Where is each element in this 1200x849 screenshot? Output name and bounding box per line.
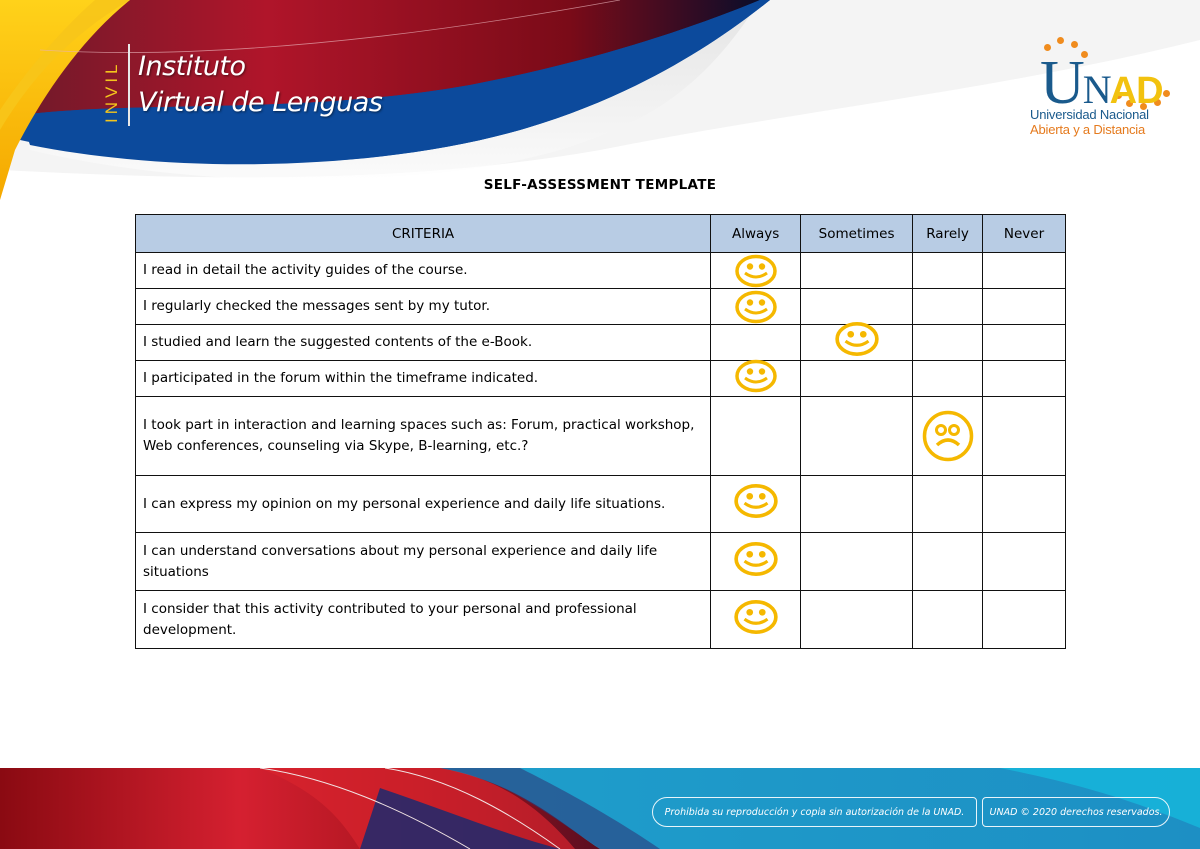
logo-dot-icon: [1154, 99, 1161, 106]
logo-dot-icon: [1081, 51, 1088, 58]
banner-swoosh-graphic: [0, 0, 1200, 210]
footer-banner: [0, 768, 1200, 849]
university-logo: UNAD Universidad Nacional Abierta y a Di…: [1030, 30, 1170, 140]
rarely-cell[interactable]: [912, 288, 984, 325]
institute-line2: Virtual de Lenguas: [138, 87, 383, 118]
table-header-row: CRITERIA Always Sometimes Rarely Never: [134, 214, 1066, 253]
criteria-cell: I consider that this activity contribute…: [134, 590, 712, 649]
institute-line1: Instituto: [138, 51, 246, 82]
column-header-never: Never: [982, 214, 1066, 253]
criteria-cell: I studied and learn the suggested conten…: [134, 324, 712, 361]
footer-reproduction-notice: Prohibida su reproducción y copia sin au…: [652, 797, 977, 827]
always-cell[interactable]: [710, 324, 802, 361]
happy-face-icon: [733, 599, 778, 634]
happy-face-icon: [733, 541, 778, 576]
table-row: I studied and learn the suggested conten…: [134, 321, 1066, 361]
always-cell[interactable]: [710, 532, 802, 591]
column-header-always: Always: [710, 214, 802, 253]
never-cell[interactable]: [982, 475, 1066, 533]
table-row: I took part in interaction and learning …: [134, 396, 1066, 476]
happy-face-icon: [834, 321, 879, 356]
rarely-cell[interactable]: [912, 590, 984, 649]
criteria-cell: I took part in interaction and learning …: [134, 396, 712, 476]
sometimes-cell[interactable]: [800, 252, 914, 289]
sometimes-cell[interactable]: [800, 532, 914, 591]
column-header-sometimes: Sometimes: [800, 214, 914, 253]
institute-logo: INVIL Instituto Virtual de Lenguas: [100, 40, 383, 130]
logo-dot-icon: [1140, 103, 1147, 110]
logo-dot-icon: [1071, 41, 1078, 48]
rarely-cell[interactable]: [912, 252, 984, 289]
logo-dot-icon: [1126, 100, 1133, 107]
self-assessment-table: CRITERIA Always Sometimes Rarely Never I…: [134, 214, 1066, 649]
sometimes-cell[interactable]: [800, 396, 914, 476]
criteria-cell: I can understand conversations about my …: [134, 532, 712, 591]
happy-face-icon: [734, 359, 777, 392]
never-cell[interactable]: [982, 396, 1066, 476]
table-row: I can understand conversations about my …: [134, 532, 1066, 591]
always-cell[interactable]: [710, 359, 802, 397]
criteria-cell: I regularly checked the messages sent by…: [134, 288, 712, 325]
rarely-cell[interactable]: [912, 475, 984, 533]
rarely-cell[interactable]: [912, 396, 984, 476]
table-row: I participated in the forum within the t…: [134, 359, 1066, 397]
never-cell[interactable]: [982, 590, 1066, 649]
logo-dot-icon: [1163, 90, 1170, 97]
sometimes-cell[interactable]: [800, 321, 914, 361]
header-banner: [0, 0, 1200, 210]
footer-copyright: UNAD © 2020 derechos reservados.: [982, 797, 1170, 827]
happy-face-icon: [734, 254, 777, 287]
sometimes-cell[interactable]: [800, 360, 914, 397]
logo-dot-icon: [1057, 37, 1064, 44]
criteria-cell: I can express my opinion on my personal …: [134, 475, 712, 533]
always-cell[interactable]: [710, 396, 802, 476]
footer-swoosh-graphic: [0, 768, 1200, 849]
happy-face-icon: [734, 290, 777, 323]
invil-mark: INVIL: [102, 60, 121, 123]
sometimes-cell[interactable]: [800, 475, 914, 533]
logo-divider: [128, 44, 130, 126]
rarely-cell[interactable]: [912, 324, 984, 361]
column-header-rarely: Rarely: [912, 214, 984, 253]
never-cell[interactable]: [982, 532, 1066, 591]
rarely-cell[interactable]: [912, 360, 984, 397]
always-cell[interactable]: [710, 590, 802, 649]
document-title: SELF-ASSESSMENT TEMPLATE: [483, 177, 717, 193]
logo-dot-icon: [1115, 92, 1122, 99]
rarely-cell[interactable]: [912, 532, 984, 591]
sometimes-cell[interactable]: [800, 288, 914, 325]
never-cell[interactable]: [982, 288, 1066, 325]
logo-dot-icon: [1044, 44, 1051, 51]
table-row: I read in detail the activity guides of …: [134, 252, 1066, 289]
always-cell[interactable]: [710, 252, 802, 289]
always-cell[interactable]: [710, 288, 802, 325]
sometimes-cell[interactable]: [800, 590, 914, 649]
column-header-criteria: CRITERIA: [134, 214, 712, 253]
criteria-cell: I participated in the forum within the t…: [134, 360, 712, 397]
never-cell[interactable]: [982, 252, 1066, 289]
unad-wordmark: UNAD: [1040, 49, 1164, 117]
table-row: I regularly checked the messages sent by…: [134, 288, 1066, 325]
institute-name: Instituto Virtual de Lenguas: [138, 49, 383, 121]
university-name-line2: Abierta y a Distancia: [1030, 122, 1146, 137]
table-row: I can express my opinion on my personal …: [134, 475, 1066, 533]
always-cell[interactable]: [710, 475, 802, 533]
table-row: I consider that this activity contribute…: [134, 590, 1066, 649]
never-cell[interactable]: [982, 360, 1066, 397]
happy-face-icon: [733, 484, 778, 518]
university-name-line1: Universidad Nacional: [1030, 107, 1149, 122]
criteria-cell: I read in detail the activity guides of …: [134, 252, 712, 289]
sad-face-icon: [922, 410, 973, 462]
never-cell[interactable]: [982, 324, 1066, 361]
